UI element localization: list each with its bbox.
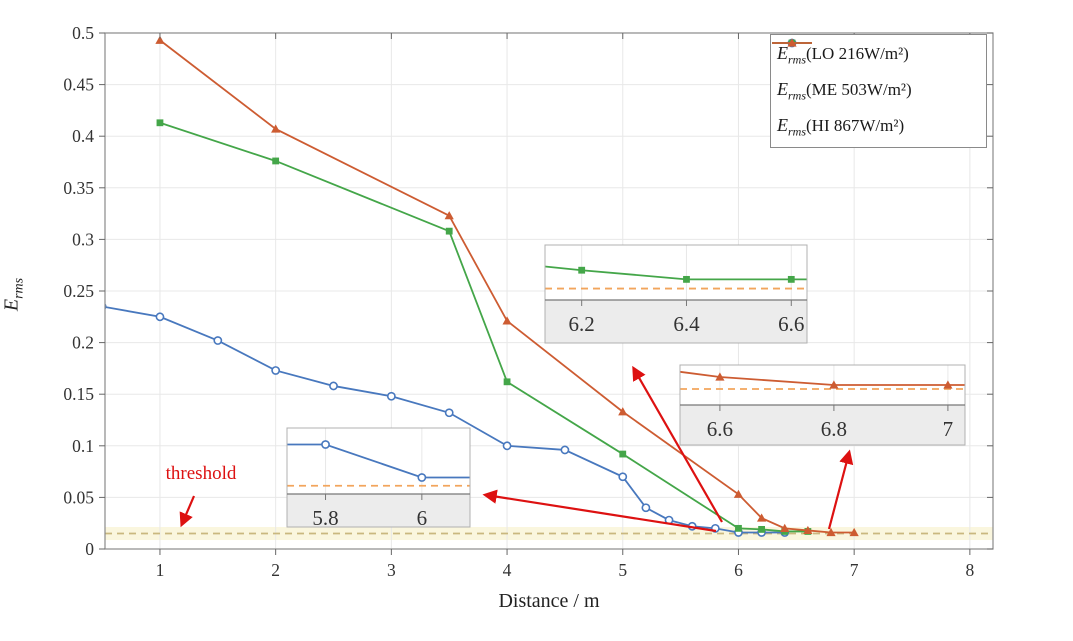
inset-tick-label: 6.6 bbox=[707, 417, 733, 441]
inset-blue-zoom: 5.8 6 bbox=[286, 427, 471, 530]
inset-tick-label: 6.8 bbox=[821, 417, 847, 441]
legend-label: Erms(LO 216W/m²) bbox=[777, 42, 909, 67]
x-tick-label: 2 bbox=[271, 560, 280, 580]
y-tick-label: 0.1 bbox=[72, 436, 94, 456]
x-tick-label: 7 bbox=[850, 560, 859, 580]
inset-orange-zoom: 6.6 6.8 7 bbox=[679, 364, 966, 446]
y-tick-label: 0 bbox=[85, 539, 94, 559]
legend-marker-triangle-icon bbox=[772, 38, 812, 47]
y-axis-label: Erms bbox=[1, 235, 28, 355]
annotation-arrows bbox=[179, 365, 854, 533]
x-tick-label: 1 bbox=[156, 560, 165, 580]
y-tick-label: 0.2 bbox=[72, 333, 94, 353]
arrow-to-blue-inset bbox=[482, 489, 717, 533]
legend: Erms(LO 216W/m²) Erms(ME 503W/m²) Erms(HI … bbox=[770, 34, 987, 148]
arrow-to-orange-inset bbox=[827, 449, 854, 530]
y-axis-label-sub: rms bbox=[11, 277, 27, 299]
y-tick-label: 0.45 bbox=[63, 75, 94, 95]
y-tick-label: 0.35 bbox=[63, 178, 94, 198]
inset-tick-label: 6.6 bbox=[778, 312, 804, 336]
arrow-threshold-pointer bbox=[179, 495, 196, 528]
x-axis-label: Distance / m bbox=[498, 590, 600, 612]
arrow-to-green-inset bbox=[632, 365, 723, 523]
y-tick-label: 0.3 bbox=[72, 229, 94, 249]
tick-labels: 1 2 3 4 5 6 7 8 0 0.05 0.1 0.15 0.2 0.25 0.3 0.35 0.4 0.4… bbox=[63, 23, 974, 580]
inset-tick-label: 7 bbox=[943, 417, 954, 441]
y-tick-label: 0.05 bbox=[63, 487, 94, 507]
y-tick-label: 0.15 bbox=[63, 384, 94, 404]
inset-tick-label: 6.2 bbox=[569, 312, 595, 336]
threshold-label: threshold bbox=[165, 463, 237, 484]
legend-label: Erms(ME 503W/m²) bbox=[777, 78, 912, 103]
y-tick-label: 0.5 bbox=[72, 23, 94, 43]
inset-green-zoom: 6.2 6.4 6.6 bbox=[544, 244, 808, 344]
inset-tick-label: 6 bbox=[417, 506, 428, 530]
y-tick-label: 0.4 bbox=[72, 126, 94, 146]
x-tick-label: 4 bbox=[503, 560, 512, 580]
x-tick-label: 3 bbox=[387, 560, 396, 580]
x-tick-label: 8 bbox=[965, 560, 974, 580]
inset-tick-label: 5.8 bbox=[312, 506, 338, 530]
legend-label: Erms(HI 867W/m²) bbox=[777, 114, 905, 139]
legend-item-me: Erms(ME 503W/m²) bbox=[772, 39, 986, 108]
series-hi bbox=[155, 35, 859, 537]
x-tick-label: 6 bbox=[734, 560, 743, 580]
y-axis-label-main: E bbox=[0, 298, 23, 312]
legend-item-hi: Erms(HI 867W/m²) bbox=[772, 38, 986, 144]
x-tick-label: 5 bbox=[618, 560, 627, 580]
inset-tick-label: 6.4 bbox=[673, 312, 700, 336]
y-tick-label: 0.25 bbox=[63, 281, 94, 301]
